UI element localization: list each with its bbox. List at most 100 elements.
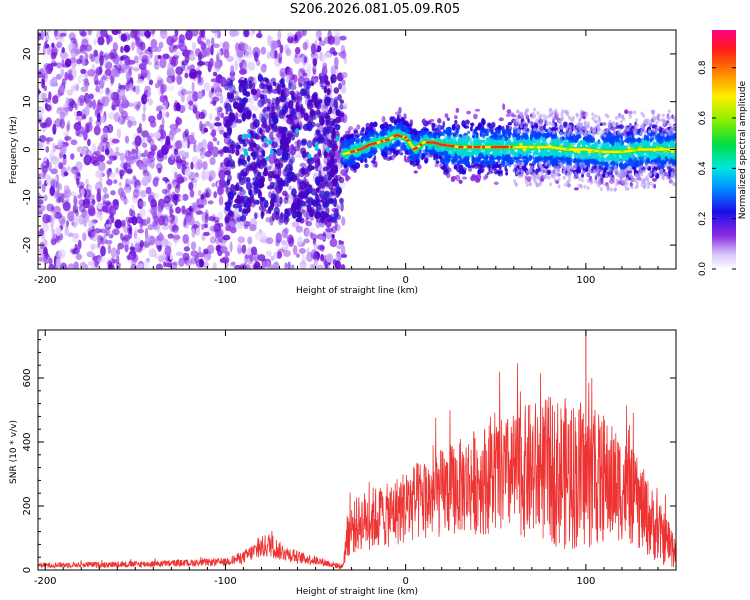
spectrogram-noise-blob — [203, 221, 209, 228]
spectrogram-noise-blob — [336, 213, 342, 221]
spectrogram-noise-blob — [274, 102, 278, 111]
spectrogram-noise-blob — [303, 227, 310, 237]
spectrogram-hot-blob — [314, 145, 319, 151]
spectrogram-noise-blob — [80, 188, 85, 196]
spectrogram-band-blob — [472, 148, 477, 155]
spectrogram-noise-blob — [185, 151, 190, 159]
spectrogram-noise-blob — [314, 176, 320, 186]
spectrogram-noise-blob — [220, 76, 227, 88]
spectrogram-noise-blob — [307, 197, 315, 206]
spectrogram-noise-blob — [125, 84, 132, 91]
spectrogram-band-blob — [547, 152, 552, 157]
spectrogram-band-blob — [630, 142, 636, 148]
spectrogram-noise-blob — [84, 121, 93, 133]
spectrogram-noise-blob — [169, 206, 173, 216]
spectrogram-noise-blob — [130, 256, 137, 265]
spectrogram-band-blob — [501, 128, 507, 133]
spectrogram-noise-blob — [338, 239, 342, 245]
spectrogram-noise-blob — [323, 157, 327, 165]
spectrogram-noise-blob — [340, 253, 348, 259]
spectrogram-noise-blob — [44, 73, 48, 82]
spectrogram-noise-blob — [213, 216, 220, 223]
spectrogram-noise-blob — [238, 41, 245, 51]
spectrogram-noise-blob — [225, 260, 229, 268]
spectrogram-noise-blob — [42, 45, 46, 56]
spectrogram-noise-blob — [154, 240, 163, 246]
spectrogram-noise-blob — [153, 131, 161, 139]
spectrogram-noise-blob — [179, 195, 184, 202]
spectrogram-noise-blob — [83, 217, 87, 228]
spectrogram-noise-blob — [262, 204, 267, 212]
spectrogram-band-blob — [343, 158, 350, 164]
spectrogram-band-blob — [421, 119, 426, 124]
spectrogram-noise-blob — [213, 223, 221, 233]
spectrogram-noise-blob — [38, 31, 42, 41]
spectrogram-noise-blob — [105, 201, 111, 206]
spectrogram-noise-blob — [175, 117, 183, 126]
spectrogram-noise-blob — [245, 180, 252, 190]
spectrogram-noise-blob — [77, 75, 83, 85]
spectrogram-noise-blob — [190, 241, 197, 251]
spectrogram-noise-blob — [136, 45, 144, 56]
spectrogram-noise-blob — [145, 186, 152, 195]
spectrogram-band-blob — [433, 132, 437, 138]
spectrogram-noise-blob — [87, 205, 96, 216]
spectrogram-band-blob — [413, 170, 418, 174]
spectrogram-noise-blob — [207, 141, 214, 152]
spectrogram-noise-blob — [287, 169, 293, 176]
spectrogram-noise-blob — [266, 237, 274, 245]
spectrogram-noise-blob — [51, 230, 56, 240]
spectrogram-noise-blob — [171, 178, 176, 185]
spectrogram-noise-blob — [127, 119, 133, 128]
spectrogram-noise-blob — [223, 132, 228, 138]
spectrogram-noise-blob — [284, 262, 288, 269]
spectrogram-noise-blob — [252, 149, 256, 160]
spectrogram-noise-blob — [310, 43, 317, 55]
spectrogram-noise-blob — [295, 217, 303, 223]
spectrogram-noise-blob — [224, 83, 230, 91]
spectrogram-noise-blob — [334, 223, 341, 232]
spectrogram-band-blob — [620, 135, 623, 140]
spectrogram-band-blob — [643, 139, 648, 147]
spectrogram-band-blob — [466, 110, 471, 115]
spectrogram-band-blob — [482, 155, 485, 159]
spectrogram-noise-blob — [175, 75, 180, 82]
spectrogram-noise-blob — [112, 42, 119, 52]
spectrogram-band-blob — [625, 162, 632, 167]
spectrogram-noise-blob — [299, 208, 306, 215]
spectrogram-noise-blob — [194, 172, 199, 178]
spectrogram-noise-blob — [299, 122, 303, 128]
spectrogram-noise-blob — [306, 220, 313, 227]
spectrogram-noise-blob — [132, 188, 140, 198]
spectrogram-noise-blob — [341, 72, 348, 79]
spectrogram-noise-blob — [195, 207, 202, 216]
spectrogram-noise-blob — [187, 215, 195, 226]
spectrogram-noise-blob — [137, 263, 144, 269]
spectrogram-noise-blob — [257, 146, 263, 153]
spectrogram-noise-blob — [142, 164, 148, 174]
spectrogram-noise-blob — [208, 216, 216, 222]
spectrogram-noise-blob — [299, 260, 307, 269]
spectrogram-noise-blob — [181, 62, 186, 72]
spectrogram-noise-blob — [149, 154, 154, 163]
spectrogram-noise-blob — [137, 150, 142, 160]
spectrogram-noise-blob — [41, 160, 49, 169]
spectrogram-noise-blob — [265, 217, 272, 223]
spectrogram-band-blob — [505, 113, 511, 118]
spectrogram-noise-blob — [327, 109, 333, 115]
spectrogram-noise-blob — [144, 48, 153, 55]
spectrogram-noise-blob — [96, 101, 104, 111]
spectrogram-noise-blob — [144, 30, 152, 38]
spectrogram-noise-blob — [288, 236, 295, 248]
spectrogram-band-blob — [498, 169, 504, 175]
spectrogram-noise-blob — [104, 69, 112, 76]
spectrogram-noise-blob — [173, 229, 179, 237]
spectrogram-noise-blob — [150, 30, 156, 35]
spectrogram-noise-blob — [291, 221, 300, 228]
spectrogram-band-blob — [473, 113, 478, 120]
spectrogram-noise-blob — [182, 193, 189, 201]
spectrogram-noise-blob — [159, 30, 167, 35]
spectrogram-noise-blob — [99, 228, 108, 233]
spectrogram-band-blob — [530, 135, 533, 141]
spectrogram-noise-blob — [298, 197, 304, 205]
